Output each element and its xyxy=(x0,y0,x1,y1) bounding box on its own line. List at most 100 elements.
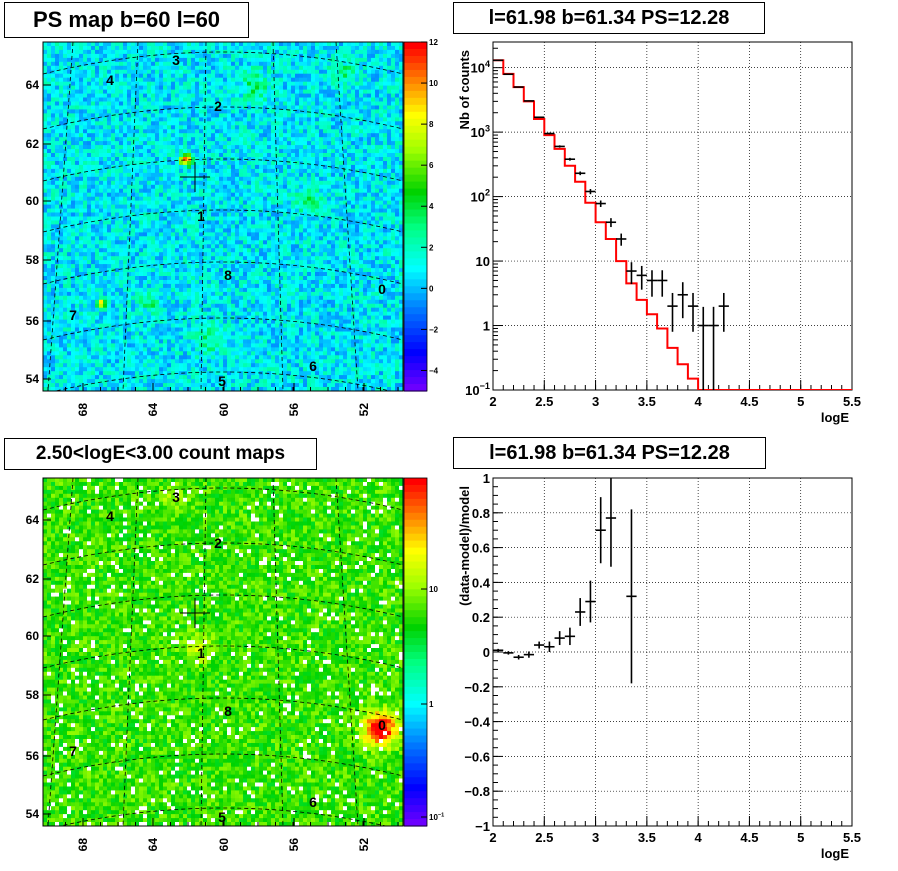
colorbar-band xyxy=(404,735,427,744)
grid-meridian xyxy=(335,42,359,391)
x-tick-label: 4 xyxy=(695,394,703,409)
data-point xyxy=(564,627,576,646)
colorbar-band xyxy=(404,512,427,521)
colorbar-band xyxy=(404,307,427,315)
y-tick-label: 54 xyxy=(26,372,40,386)
plot-frame xyxy=(492,477,853,827)
y-tick-label: 0.2 xyxy=(472,610,490,625)
source-label-6: 6 xyxy=(309,358,317,374)
colorbar-band xyxy=(404,777,427,785)
colorbar-band xyxy=(404,321,427,329)
y-tick-label: 1 xyxy=(483,319,490,334)
colorbar-band xyxy=(404,561,427,570)
x-tick-label: 2 xyxy=(489,830,496,845)
data-point xyxy=(513,654,524,660)
colorbar-band xyxy=(404,721,427,730)
data-point xyxy=(605,218,617,228)
colorbar-band xyxy=(404,62,427,71)
colorbar-band xyxy=(404,812,427,820)
grid xyxy=(492,42,853,391)
source-label-7: 7 xyxy=(69,307,77,323)
colorbar-band xyxy=(404,589,427,597)
colorbar-tick-label: 0 xyxy=(429,284,434,293)
x-tick-label: 52 xyxy=(357,403,371,417)
x-tick-label: 64 xyxy=(146,838,160,852)
colorbar-band xyxy=(404,679,427,688)
colorbar-band xyxy=(404,223,427,232)
y-tick-label: 0.6 xyxy=(472,541,490,556)
colorbar-band xyxy=(404,770,427,778)
colorbar-band xyxy=(404,645,427,653)
colorbar-band xyxy=(404,139,427,148)
colorbar-band xyxy=(404,519,427,528)
y-tick-label: 60 xyxy=(26,629,40,643)
y-tick-label: 64 xyxy=(26,513,40,527)
x-tick-label: 60 xyxy=(217,838,231,852)
colorbar-band xyxy=(404,728,427,737)
spectrum-title: l=61.98 b=61.34 PS=12.28 xyxy=(453,2,765,34)
count-map-title: 2.50<logE<3.00 count maps xyxy=(4,438,317,470)
grid-parallel xyxy=(43,542,403,566)
colorbar-band xyxy=(404,540,427,549)
colorbar-band xyxy=(404,335,427,343)
colorbar-tick-label: −2 xyxy=(429,325,439,334)
x-tick-label: 3.5 xyxy=(638,830,656,845)
colorbar-band xyxy=(404,658,427,667)
y-tick-label: 58 xyxy=(26,253,40,267)
x-tick-label: 5.5 xyxy=(843,830,861,845)
grid-meridian xyxy=(272,478,284,826)
colorbar-band xyxy=(404,603,427,611)
y-tick-label: 0 xyxy=(483,645,490,660)
coordinate-grid xyxy=(43,478,403,826)
colorbar-tick-label: −4 xyxy=(429,366,439,375)
colorbar-band xyxy=(404,575,427,583)
colorbar-band xyxy=(404,484,427,493)
x-tick-label: 3.5 xyxy=(638,394,656,409)
colorbar-band xyxy=(404,286,427,294)
data-point xyxy=(605,478,617,567)
data-point xyxy=(657,270,668,297)
colorbar-band xyxy=(404,153,427,162)
x-tick-label: 52 xyxy=(357,838,371,852)
x-tick-label: 64 xyxy=(146,403,160,417)
model-histogram xyxy=(493,59,852,390)
colorbar-band xyxy=(404,48,427,57)
source-label-2: 2 xyxy=(214,535,222,551)
colorbar-band xyxy=(404,293,427,301)
colorbar-band xyxy=(404,167,427,176)
grid-meridian xyxy=(122,42,139,391)
x-tick-label: 5 xyxy=(797,394,804,409)
grid-parallel xyxy=(43,594,403,618)
colorbar-band xyxy=(404,478,427,486)
grid-meridian xyxy=(47,42,74,391)
y-tick-label: 56 xyxy=(26,314,40,328)
colorbar-band xyxy=(404,505,427,514)
data-point xyxy=(718,292,729,332)
data-point xyxy=(585,189,596,195)
grid-parallel xyxy=(43,317,403,341)
y-tick-label: 0.4 xyxy=(472,575,491,590)
y-tick-label: −0.4 xyxy=(464,715,490,730)
data-point xyxy=(636,265,647,290)
source-label-1: 1 xyxy=(197,208,205,224)
colorbar-band xyxy=(404,377,427,385)
colorbar-band xyxy=(404,498,427,507)
colorbar-band xyxy=(404,672,427,681)
colorbar-band xyxy=(404,554,427,563)
y-tick-label: 62 xyxy=(26,572,40,586)
data-point xyxy=(626,509,637,684)
y-tick-label: 62 xyxy=(26,137,40,151)
source-label-8: 8 xyxy=(224,267,232,283)
grid-parallel xyxy=(43,645,403,669)
residuals-panel: 2 2.5 3 3.5 4 4.5 5 5.5 −1 −0.8 −0.6 −0.4 −0.2 0 0.2 0.… xyxy=(457,471,861,861)
colorbar-band xyxy=(404,160,427,169)
colorbar-band xyxy=(404,118,427,127)
ps-map-title: PS map b=60 l=60 xyxy=(4,2,249,38)
colorbar-band xyxy=(404,111,427,120)
colorbar-band xyxy=(404,195,427,204)
y-tick-label: 58 xyxy=(26,688,40,702)
data-point xyxy=(554,145,565,148)
data-point xyxy=(554,631,565,646)
grid-parallel xyxy=(43,51,403,75)
